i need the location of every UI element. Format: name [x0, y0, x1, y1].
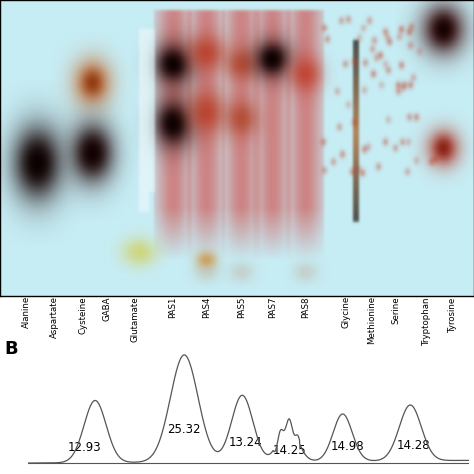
- Text: PAS8: PAS8: [301, 296, 310, 318]
- Text: Tryptophan: Tryptophan: [422, 296, 431, 345]
- Text: Tyrosine: Tyrosine: [448, 296, 457, 331]
- Text: Aspartate: Aspartate: [50, 296, 59, 338]
- Text: PAS7: PAS7: [268, 296, 277, 318]
- Text: 12.93: 12.93: [68, 441, 102, 455]
- Text: Glutamate: Glutamate: [131, 296, 139, 342]
- Text: Methionine: Methionine: [368, 296, 376, 345]
- Text: Serine: Serine: [392, 296, 400, 324]
- Text: PAS4: PAS4: [202, 296, 210, 318]
- Text: 13.24: 13.24: [229, 436, 263, 449]
- Text: GABA: GABA: [102, 296, 111, 321]
- Text: PAS1: PAS1: [169, 296, 177, 318]
- Text: B: B: [4, 340, 18, 358]
- Text: 14.25: 14.25: [273, 444, 307, 456]
- Text: PAS5: PAS5: [237, 296, 246, 318]
- Text: 14.98: 14.98: [330, 440, 364, 454]
- Text: 14.28: 14.28: [397, 439, 430, 452]
- Text: 25.32: 25.32: [167, 423, 201, 436]
- Text: Glycine: Glycine: [342, 296, 350, 328]
- Text: Cysteine: Cysteine: [79, 296, 87, 334]
- Text: Alanine: Alanine: [22, 296, 30, 328]
